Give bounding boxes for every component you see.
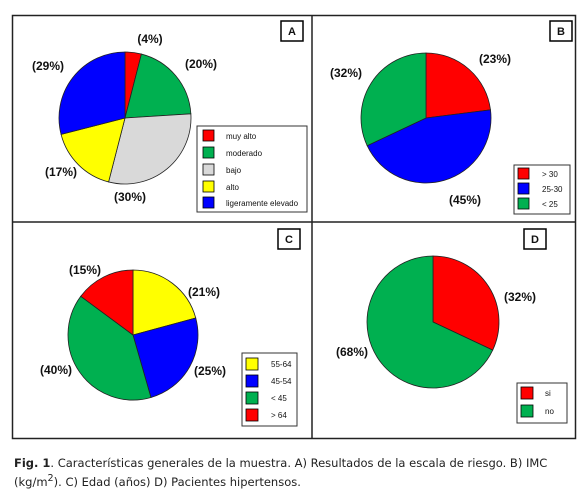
legend-swatch: [245, 374, 259, 388]
legend-label: < 25: [542, 200, 558, 209]
pct-label: (68%): [336, 345, 368, 359]
panel-a-badge: A: [288, 26, 296, 38]
pct-label: (32%): [504, 290, 536, 304]
panel-d-badge-box: [523, 228, 547, 250]
panel-c-badge: C: [285, 234, 293, 246]
pct-label: (25%): [194, 364, 226, 378]
pie-chart-a: [58, 51, 192, 185]
panel-a: A (4%) (20%) (30%) (17%) (29%) muy alto …: [32, 20, 308, 213]
pie-slice: [80, 269, 134, 336]
legend-swatch: [245, 391, 259, 405]
legend-label: > 64: [271, 411, 287, 420]
pie-slice: [360, 52, 427, 147]
panel-b-badge-box: [549, 20, 573, 42]
legend-c: 55-64 45-54 < 45 > 64: [241, 352, 298, 427]
figure-frame: [11, 14, 577, 440]
legend-label: si: [545, 389, 551, 398]
pct-label: (15%): [69, 263, 101, 277]
legend-swatch: [517, 167, 530, 180]
pct-label: (23%): [479, 52, 511, 66]
pct-label: (20%): [185, 57, 217, 71]
pie-slice: [132, 317, 199, 398]
legend-label: 25-30: [542, 185, 563, 194]
legend-label: 45-54: [271, 377, 292, 386]
caption-superscript: 2: [47, 473, 54, 484]
legend-d: si no: [516, 382, 568, 424]
legend-b: > 30 25-30 < 25: [513, 164, 571, 215]
pct-label: (17%): [45, 165, 77, 179]
panel-b-badge: B: [557, 26, 565, 38]
legend-swatch: [202, 146, 215, 159]
pie-slice: [67, 295, 152, 401]
panel-c: C (21%) (25%) (40%) (15%) 55-64 45-54 < …: [40, 228, 301, 427]
legend-a: muy alto moderado bajo alto ligeramente …: [196, 125, 308, 213]
panel-d: D (32%) (68%) si no: [336, 228, 568, 424]
pie-slice: [425, 52, 491, 119]
legend-swatch: [517, 182, 530, 195]
figure-caption: Fig. 1. Características generales de la …: [14, 456, 574, 490]
legend-label: muy alto: [226, 132, 257, 141]
pie-slice: [108, 113, 192, 185]
pie-slice: [366, 255, 494, 389]
legend-swatch: [245, 408, 259, 422]
panel-b: B (23%) (45%) (32%) > 30 25-30 < 25: [330, 20, 573, 215]
legend-label: bajo: [226, 166, 242, 175]
legend-swatch: [202, 129, 215, 142]
legend-swatch: [517, 197, 530, 210]
legend-swatch: [202, 180, 215, 193]
legend-label: no: [545, 407, 554, 416]
pct-label: (4%): [137, 32, 162, 46]
pct-label: (30%): [114, 190, 146, 204]
legend-swatch: [520, 404, 534, 418]
pct-label: (45%): [449, 193, 481, 207]
legend-swatch: [520, 386, 534, 400]
pie-slice: [58, 51, 126, 135]
legend-label: ligeramente elevado: [226, 199, 299, 208]
pie-chart-d: [366, 255, 500, 389]
caption-text-end: ). C) Edad (años) D) Pacientes hipertens…: [53, 474, 301, 489]
pie-chart-b: [360, 52, 492, 184]
caption-text: . Características generales de la muestr…: [14, 456, 548, 489]
pie-slice: [132, 269, 197, 336]
panel-d-badge: D: [531, 234, 539, 246]
legend-label: > 30: [542, 170, 558, 179]
legend-label: alto: [226, 183, 239, 192]
pct-label: (40%): [40, 363, 72, 377]
pct-label: (21%): [188, 285, 220, 299]
figure-number: Fig. 1: [14, 456, 51, 470]
legend-swatch: [202, 196, 215, 209]
pie-slice: [366, 109, 492, 184]
pie-chart-c: [67, 269, 199, 401]
legend-label: 55-64: [271, 360, 292, 369]
legend-box: [196, 125, 308, 213]
pie-slice: [432, 255, 500, 351]
legend-label: < 45: [271, 394, 287, 403]
legend-swatch: [245, 357, 259, 371]
panel-c-badge-box: [277, 228, 301, 250]
pct-label: (32%): [330, 66, 362, 80]
pct-label: (29%): [32, 59, 64, 73]
legend-swatch: [202, 163, 215, 176]
legend-label: moderado: [226, 149, 263, 158]
panel-a-badge-box: [280, 20, 304, 42]
pie-slice: [124, 53, 192, 119]
pie-slice: [60, 117, 126, 183]
